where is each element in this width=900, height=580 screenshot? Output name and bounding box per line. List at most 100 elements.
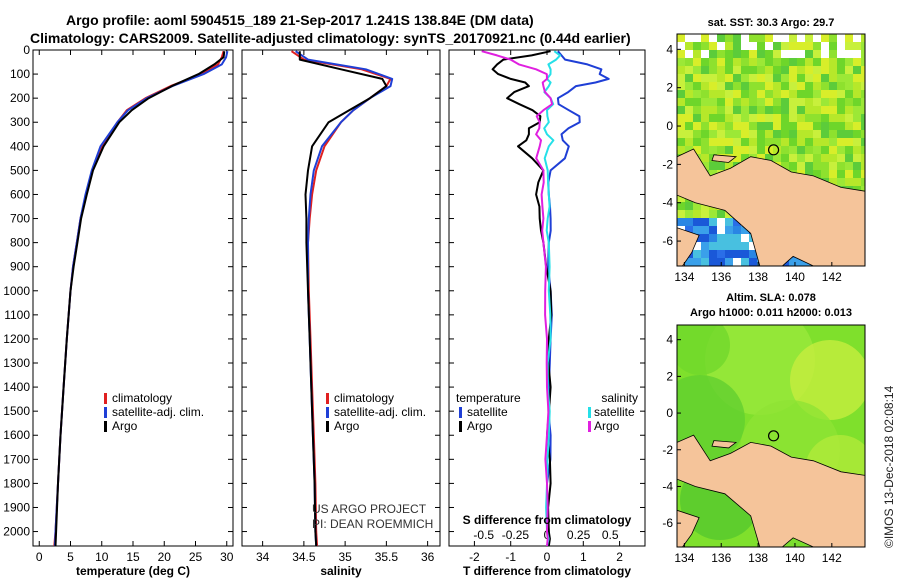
sst-cell [677, 210, 685, 218]
sst-cell [853, 50, 861, 58]
sst-cell [829, 98, 837, 106]
sst-cell [805, 82, 813, 90]
sst-cell [765, 50, 773, 58]
sst-cell [821, 82, 829, 90]
sst-cell [709, 106, 717, 114]
depth-tick-label: 500 [10, 163, 30, 177]
sst-cell [805, 122, 813, 130]
sst-cell [685, 34, 693, 42]
sst-cell [861, 42, 865, 50]
sla-land [677, 434, 865, 547]
sst-cell [693, 42, 701, 50]
sst-cell [709, 98, 717, 106]
map-lat-label: 0 [666, 119, 673, 133]
sst-cell [717, 106, 725, 114]
sst-cell [677, 194, 685, 202]
sst-cell [861, 178, 865, 186]
sst-cell [725, 162, 733, 170]
sst-cell [821, 34, 829, 42]
sst-cell [861, 58, 865, 66]
sst-cell [725, 122, 733, 130]
map-lon-label: 138 [748, 551, 768, 565]
sst-cell [853, 170, 861, 178]
sst-cell [677, 82, 685, 90]
map-lat-label: 2 [666, 81, 673, 95]
sst-cell [829, 42, 837, 50]
sst-cell [741, 146, 749, 154]
sst-cell [733, 114, 741, 122]
difference-panel: -2 -1 0 1 2 -0.5 -0.25 0 0.25 0.5 temperature sal… [448, 49, 646, 578]
map-lat-label: -2 [662, 157, 673, 171]
sst-cell [773, 138, 781, 146]
sst-cell [829, 170, 837, 178]
sst-cell [717, 58, 725, 66]
sst-cell [693, 74, 701, 82]
sst-cell [757, 90, 765, 98]
sst-cell [741, 130, 749, 138]
sst-cell [845, 130, 853, 138]
sst-cell [773, 146, 781, 154]
legend-title-temperature: temperature [456, 391, 521, 405]
depth-tick-label: 900 [10, 260, 30, 274]
sst-cell [797, 130, 805, 138]
sst-cell [701, 98, 709, 106]
sst-cell [821, 98, 829, 106]
s-difference-axis-label: S difference from climatology [463, 513, 632, 527]
sst-cell [821, 162, 829, 170]
sst-map-axes: 134 136 138 140 142 4 2 0 -2 -4 -6 [662, 42, 842, 284]
sst-cell [813, 106, 821, 114]
sst-cell [773, 114, 781, 122]
t-difference-axis: -2 -1 0 1 2 [469, 50, 623, 564]
s-diff-tick-label: 0.5 [602, 528, 619, 542]
sst-cell [693, 66, 701, 74]
sst-cell [717, 242, 725, 250]
sst-cell [829, 154, 837, 162]
x-tick-label: -1 [505, 550, 516, 564]
sst-cell [717, 82, 725, 90]
sst-cell [813, 114, 821, 122]
sst-cell [781, 162, 789, 170]
sst-cell [733, 34, 741, 42]
sst-cell [701, 242, 709, 250]
sst-cell [709, 162, 717, 170]
sst-cell [693, 34, 701, 42]
series-line-temperature-satellite [546, 50, 610, 546]
sst-cell [821, 90, 829, 98]
sst-cell [813, 98, 821, 106]
sst-cell [749, 58, 757, 66]
sst-cell [837, 138, 845, 146]
legend-entry-satellite-adj-clim: satellite-adj. clim. [334, 405, 426, 419]
salinity-panel: 34 34.5 35 35.5 36 climatologysatellite-adj.… [241, 49, 441, 578]
sla-map-axes: 134 136 138 140 142 4 2 0 -2 -4 -6 [662, 333, 842, 565]
sst-cell [773, 82, 781, 90]
sst-cell [765, 154, 773, 162]
sst-cell [725, 226, 733, 234]
sst-cell [853, 114, 861, 122]
legend-swatch-s-satellite [588, 407, 591, 418]
sst-cell [757, 138, 765, 146]
sst-cell [709, 234, 717, 242]
sst-cell [757, 106, 765, 114]
sst-cell [829, 138, 837, 146]
sst-cell [821, 130, 829, 138]
sst-cell [709, 114, 717, 122]
sst-cell [733, 258, 741, 266]
sst-cell [677, 74, 685, 82]
sst-cell [733, 154, 741, 162]
sst-cell [789, 258, 797, 266]
x-tick-label: 1 [580, 550, 587, 564]
sst-cell [693, 82, 701, 90]
sst-cell [861, 186, 865, 194]
depth-tick-label: 400 [10, 139, 30, 153]
sst-cell [853, 130, 861, 138]
sst-cell [837, 66, 845, 74]
sst-cell [861, 34, 865, 42]
depth-tick-label: 1000 [3, 284, 30, 298]
sst-cell [741, 34, 749, 42]
sst-cell [789, 154, 797, 162]
sst-cell [821, 58, 829, 66]
sst-cell [733, 106, 741, 114]
depth-tick-label: 1500 [3, 404, 30, 418]
sst-cell [685, 114, 693, 122]
